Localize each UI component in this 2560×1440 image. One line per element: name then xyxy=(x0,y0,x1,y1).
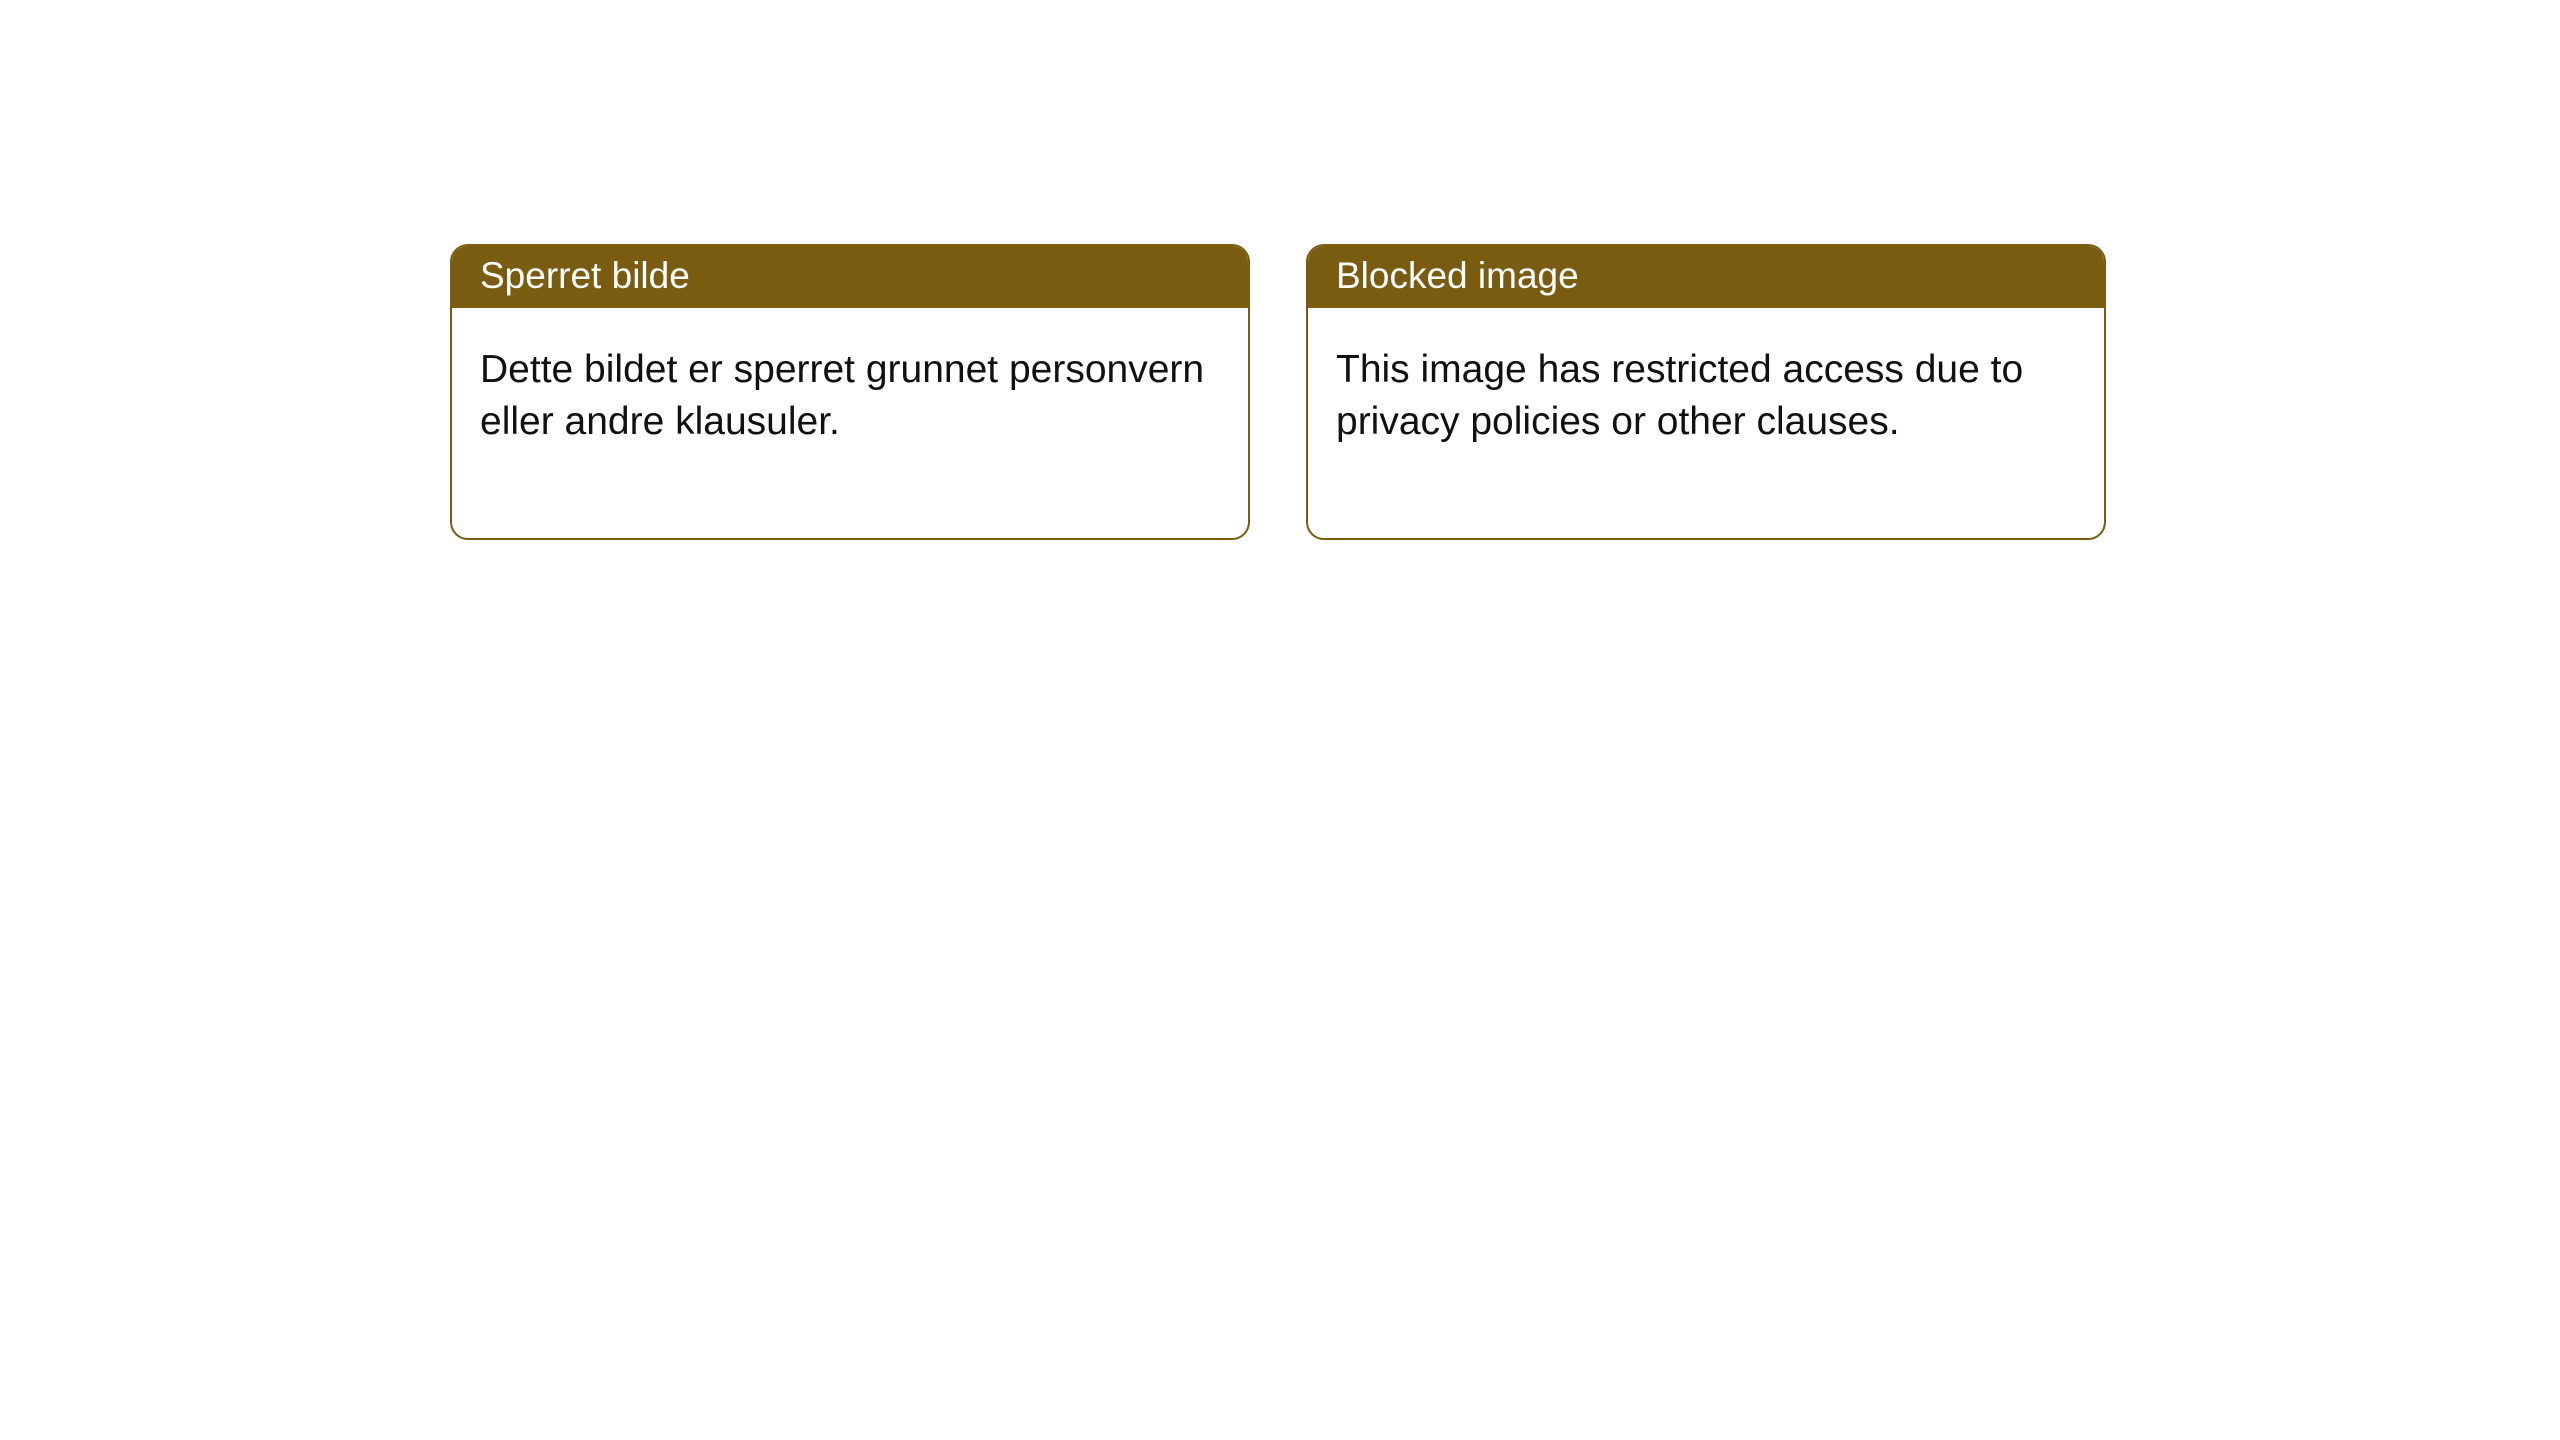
notice-header: Blocked image xyxy=(1308,246,2104,308)
notice-body: This image has restricted access due to … xyxy=(1308,308,2104,538)
notice-header: Sperret bilde xyxy=(452,246,1248,308)
notice-card-english: Blocked image This image has restricted … xyxy=(1306,244,2106,540)
notice-container: Sperret bilde Dette bildet er sperret gr… xyxy=(0,0,2560,540)
notice-card-norwegian: Sperret bilde Dette bildet er sperret gr… xyxy=(450,244,1250,540)
notice-body: Dette bildet er sperret grunnet personve… xyxy=(452,308,1248,538)
